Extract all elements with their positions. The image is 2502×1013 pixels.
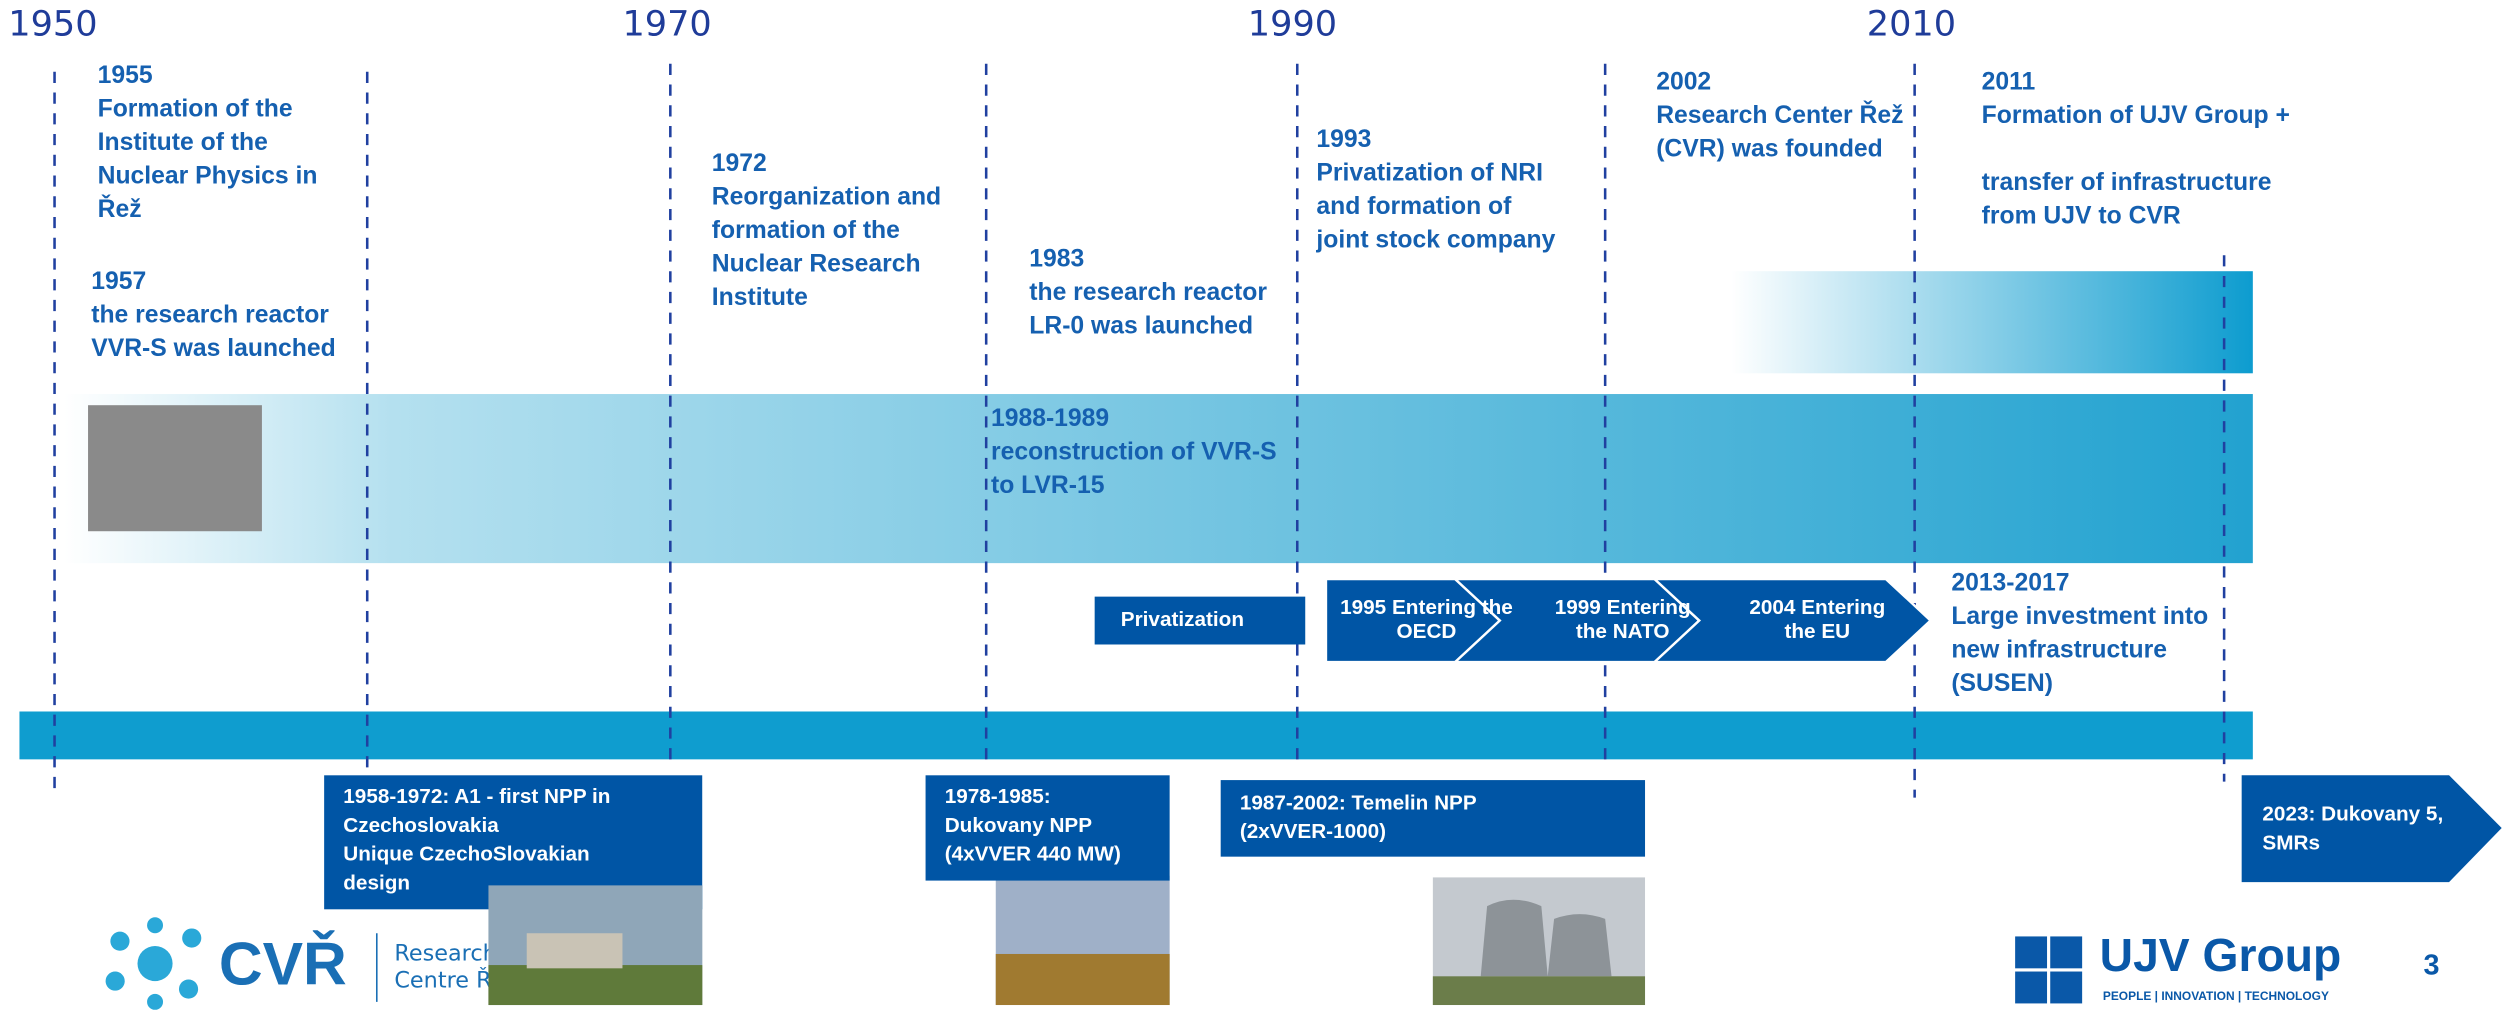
tagline: PEOPLE | INNOVATION | TECHNOLOGY	[2103, 989, 2329, 1003]
event-text: Institute	[712, 284, 808, 311]
event-text: Large investment into	[1951, 603, 2208, 630]
event-year: 1983	[1029, 246, 1084, 273]
photo	[995, 953, 1170, 1006]
chevron	[1651, 577, 1933, 664]
arrow-text: 1999 Entering	[1555, 596, 1691, 619]
event-text: joint stock company	[1315, 226, 1555, 253]
event-text: reconstruction of VVR-S	[991, 439, 1277, 466]
event-text: to LVR-15	[991, 472, 1105, 499]
arrow-text: Privatization	[1121, 608, 1244, 631]
box-text: 2023: Dukovany 5,	[2262, 803, 2443, 826]
bar	[19, 711, 2253, 760]
event-text: transfer of infrastructure	[1982, 169, 2272, 196]
event-text: the research reactor	[91, 301, 329, 328]
box	[925, 775, 1170, 881]
box	[2241, 775, 2502, 883]
year: 2010	[1867, 4, 1956, 45]
event-text: from UJV to CVR	[1982, 202, 2181, 229]
event-year: 1988-1989	[991, 405, 1109, 432]
box-text: 1958-1972: A1 - first NPP in	[343, 785, 610, 808]
box-text: design	[343, 871, 410, 894]
cvr-name: CVŘ	[219, 929, 347, 997]
event-text: Reorganization and	[712, 183, 941, 210]
event-year: 1955	[98, 62, 153, 89]
event-text: LR-0 was launched	[1029, 313, 1253, 340]
band	[1731, 271, 2253, 374]
box-text: Unique CzechoSlovakian	[343, 843, 589, 866]
event-year: 1993	[1316, 126, 1371, 153]
arrow-text: the EU	[1785, 620, 1851, 643]
box-text: Dukovany NPP	[945, 814, 1093, 837]
cvr-logo	[105, 917, 202, 1010]
box-text: 1978-1985:	[945, 785, 1051, 808]
box-text: (4xVVER 440 MW)	[945, 843, 1121, 866]
arrow-text: OECD	[1397, 620, 1457, 643]
event-text: new infrastructure	[1951, 636, 2167, 663]
event-year: 2013-2017	[1951, 569, 2069, 596]
photo	[1432, 976, 1646, 1006]
year: 1950	[8, 4, 97, 45]
event-text: Research Center Řež	[1656, 101, 1903, 129]
photo	[88, 405, 262, 532]
photo	[488, 965, 703, 1006]
event-text: Nuclear Research	[712, 250, 921, 277]
band	[64, 394, 2253, 564]
event-text: Formation of UJV Group +	[1982, 102, 2290, 129]
event-text: and formation of	[1316, 193, 1512, 220]
box-text: SMRs	[2262, 831, 2320, 854]
event-text: Institute of the	[98, 129, 268, 156]
event-year: 1957	[91, 268, 146, 295]
event-year: 2011	[1982, 68, 2036, 95]
event-text: the research reactor	[1029, 279, 1267, 306]
arrow-text: 2004 Entering	[1749, 596, 1885, 619]
arrow-box	[1094, 596, 1306, 645]
arrow-text: 1995 Entering the	[1340, 596, 1513, 619]
event-text: Řež	[98, 195, 142, 223]
event-year: 1972	[712, 150, 767, 177]
event-text: (SUSEN)	[1951, 670, 2053, 697]
box-text: (2xVVER-1000)	[1240, 820, 1386, 843]
event-text: Nuclear Physics in	[98, 163, 318, 190]
box-text: Czechoslovakia	[343, 814, 499, 837]
page-number: 3	[2424, 949, 2440, 981]
year: 1970	[622, 4, 711, 45]
cvr-sub: Research	[394, 940, 496, 966]
event-text: VVR-S was launched	[91, 335, 336, 362]
box-text: 1987-2002: Temelin NPP	[1240, 791, 1477, 814]
building	[526, 933, 623, 969]
ujv-name: UJV Group	[2100, 929, 2342, 981]
ujv-logo	[2015, 936, 2083, 1004]
event-text: (CVR) was founded	[1656, 135, 1883, 162]
year: 1990	[1248, 4, 1337, 45]
photo	[1480, 899, 1612, 977]
event-text: Privatization of NRI	[1316, 159, 1543, 186]
event-year: 2002	[1656, 68, 1711, 95]
event-text: formation of the	[712, 217, 900, 244]
box	[1220, 780, 1646, 857]
arrow-text: the NATO	[1576, 620, 1670, 643]
event-text: Formation of the	[98, 96, 293, 123]
